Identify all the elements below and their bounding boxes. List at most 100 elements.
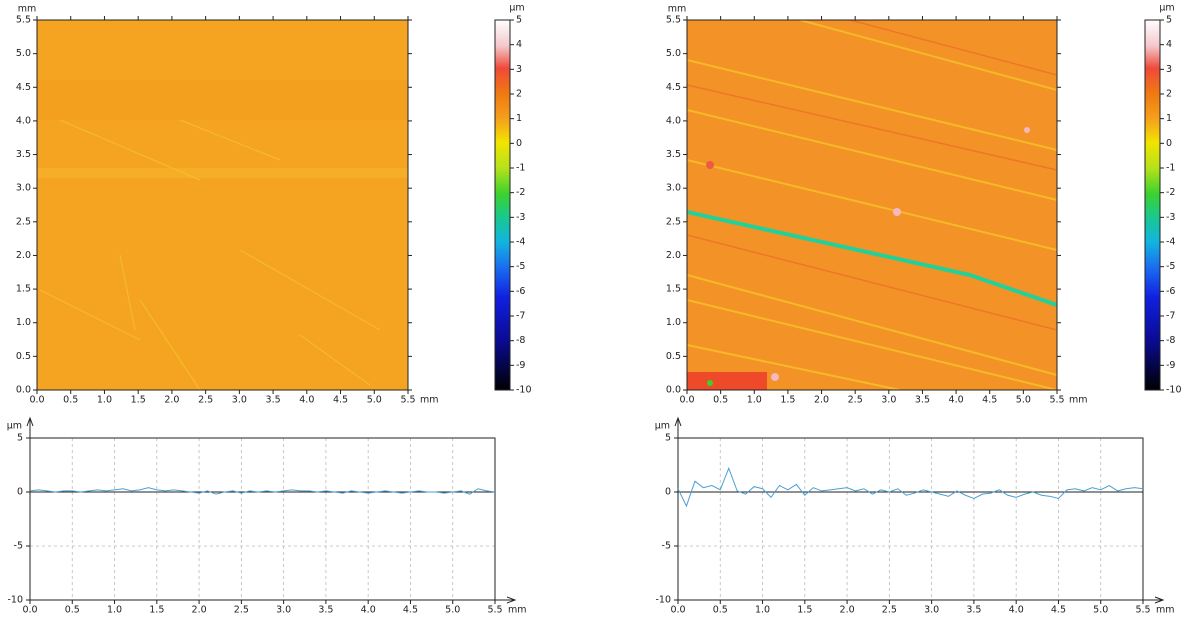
colorbar-tick-label: 0 <box>516 138 522 149</box>
y-tick-label: 5.5 <box>16 15 31 26</box>
colorbar-tick-label: -3 <box>1166 212 1175 223</box>
colorbar-left <box>494 19 511 391</box>
x-tick-label: 0.0 <box>29 395 44 406</box>
colorbar-tick-label: -10 <box>1166 385 1182 396</box>
x-tick-label: 5.0 <box>445 605 460 616</box>
profile-line <box>29 487 496 495</box>
colorbar-tick-label: 1 <box>516 113 522 124</box>
x-tick-label: 0.0 <box>22 605 37 616</box>
colorbar-tick-label: 4 <box>1166 39 1172 50</box>
y-tick-label: 1.5 <box>666 284 681 295</box>
y-tick-label: 1.0 <box>16 317 31 328</box>
plot-frame <box>686 19 1058 391</box>
colorbar-tick-label: -5 <box>1166 261 1175 272</box>
y-tick-label: -10 <box>7 595 23 606</box>
x-tick-label: 3.5 <box>966 605 981 616</box>
x-tick-label: 3.0 <box>276 605 291 616</box>
y-tick-label: 3.0 <box>666 183 681 194</box>
x-tick-label: 1.5 <box>780 395 795 406</box>
x-tick-label: 0.5 <box>63 395 78 406</box>
y-tick-label: -10 <box>655 595 671 606</box>
x-tick-label: 2.5 <box>882 605 897 616</box>
y-tick-label: 0.5 <box>16 351 31 362</box>
x-tick-label: 1.0 <box>107 605 122 616</box>
x-tick-label: 4.0 <box>299 395 314 406</box>
x-tick-label: 5.0 <box>1093 605 1108 616</box>
x-tick-label: 5.5 <box>400 395 415 406</box>
colorbar-tick-label: -8 <box>1166 335 1175 346</box>
colorbar-tick-label: 4 <box>516 39 522 50</box>
x-tick-label: 2.5 <box>198 395 213 406</box>
x-tick-label: 3.5 <box>266 395 281 406</box>
x-tick-label: 4.0 <box>1009 605 1024 616</box>
x-tick-label: 2.0 <box>840 605 855 616</box>
x-tick-label: 5.5 <box>1049 395 1064 406</box>
y-tick-label: 4.0 <box>16 115 31 126</box>
colorbar-tick-label: -7 <box>1166 311 1175 322</box>
x-tick-label: 3.5 <box>318 605 333 616</box>
colorbar-tick-label: -2 <box>1166 187 1175 198</box>
colorbar-tick-label: -3 <box>516 212 525 223</box>
x-tick-label: 4.5 <box>333 395 348 406</box>
x-tick-label: 4.5 <box>1051 605 1066 616</box>
x-tick-label: 3.5 <box>915 395 930 406</box>
y-tick-label: 3.0 <box>16 183 31 194</box>
y-tick-label: 0.5 <box>666 351 681 362</box>
colorbar-tick-label: -5 <box>516 261 525 272</box>
y-tick-label: 3.5 <box>16 149 31 160</box>
x-tick-label: 1.5 <box>131 395 146 406</box>
y-tick-label: 0 <box>665 487 671 498</box>
colorbar-tick-label: -10 <box>516 385 532 396</box>
x-tick-label: 4.0 <box>949 395 964 406</box>
x-tick-label: 1.5 <box>797 605 812 616</box>
colorbar-tick-label: 5 <box>516 15 522 26</box>
y-tick-label: 4.0 <box>666 115 681 126</box>
y-tick-label: 1.5 <box>16 284 31 295</box>
colorbar-tick-label: -2 <box>516 187 525 198</box>
y-tick-label: 5.5 <box>666 15 681 26</box>
colorbar-tick-label: -1 <box>516 163 525 174</box>
x-tick-label: 5.5 <box>487 605 502 616</box>
x-tick-label: 5.5 <box>1135 605 1150 616</box>
colorbar-tick-label: -9 <box>1166 360 1175 371</box>
y-tick-label: 5 <box>665 433 671 444</box>
y-unit: µm <box>7 421 22 432</box>
surface-image-left <box>37 20 408 390</box>
y-tick-label: 0.0 <box>666 385 681 396</box>
y-tick-label: 1.0 <box>666 317 681 328</box>
x-tick-label: 5.0 <box>1016 395 1031 406</box>
y-tick-label: 0.0 <box>16 385 31 396</box>
colorbar-tick-label: 0 <box>1166 138 1172 149</box>
x-tick-label: 2.0 <box>192 605 207 616</box>
colorbar-tick-label: 3 <box>516 64 522 75</box>
x-unit: mm <box>1156 605 1175 616</box>
colorbar-tick-label: -6 <box>516 286 525 297</box>
colorbar-tick-label: -4 <box>1166 237 1175 248</box>
x-axis-arrow <box>495 596 517 604</box>
x-tick-label: 1.0 <box>97 395 112 406</box>
x-axis-arrow <box>1143 596 1165 604</box>
y-axis-arrow <box>674 416 682 438</box>
x-tick-label: 3.0 <box>881 395 896 406</box>
x-tick-label: 3.0 <box>232 395 247 406</box>
y-tick-label: 5.0 <box>16 48 31 59</box>
x-tick-label: 1.5 <box>149 605 164 616</box>
colorbar-tick-label: 5 <box>1166 15 1172 26</box>
x-tick-label: 0.5 <box>713 395 728 406</box>
colorbar-tick-label: -4 <box>516 237 525 248</box>
x-unit: mm <box>420 395 439 406</box>
x-tick-label: 2.0 <box>814 395 829 406</box>
x-tick-label: 5.0 <box>367 395 382 406</box>
x-tick-label: 0.5 <box>65 605 80 616</box>
surface-image-right <box>687 20 1057 390</box>
colorbar-tick-label: 3 <box>1166 64 1172 75</box>
y-tick-label: 3.5 <box>666 149 681 160</box>
colorbar-tick-label: 2 <box>1166 89 1172 100</box>
x-unit: mm <box>508 605 527 616</box>
y-tick-label: 2.0 <box>16 250 31 261</box>
y-tick-label: 4.5 <box>16 82 31 93</box>
colorbar-tick-label: -9 <box>516 360 525 371</box>
colorbar-tick-label: -1 <box>1166 163 1175 174</box>
y-unit: mm <box>18 4 37 15</box>
